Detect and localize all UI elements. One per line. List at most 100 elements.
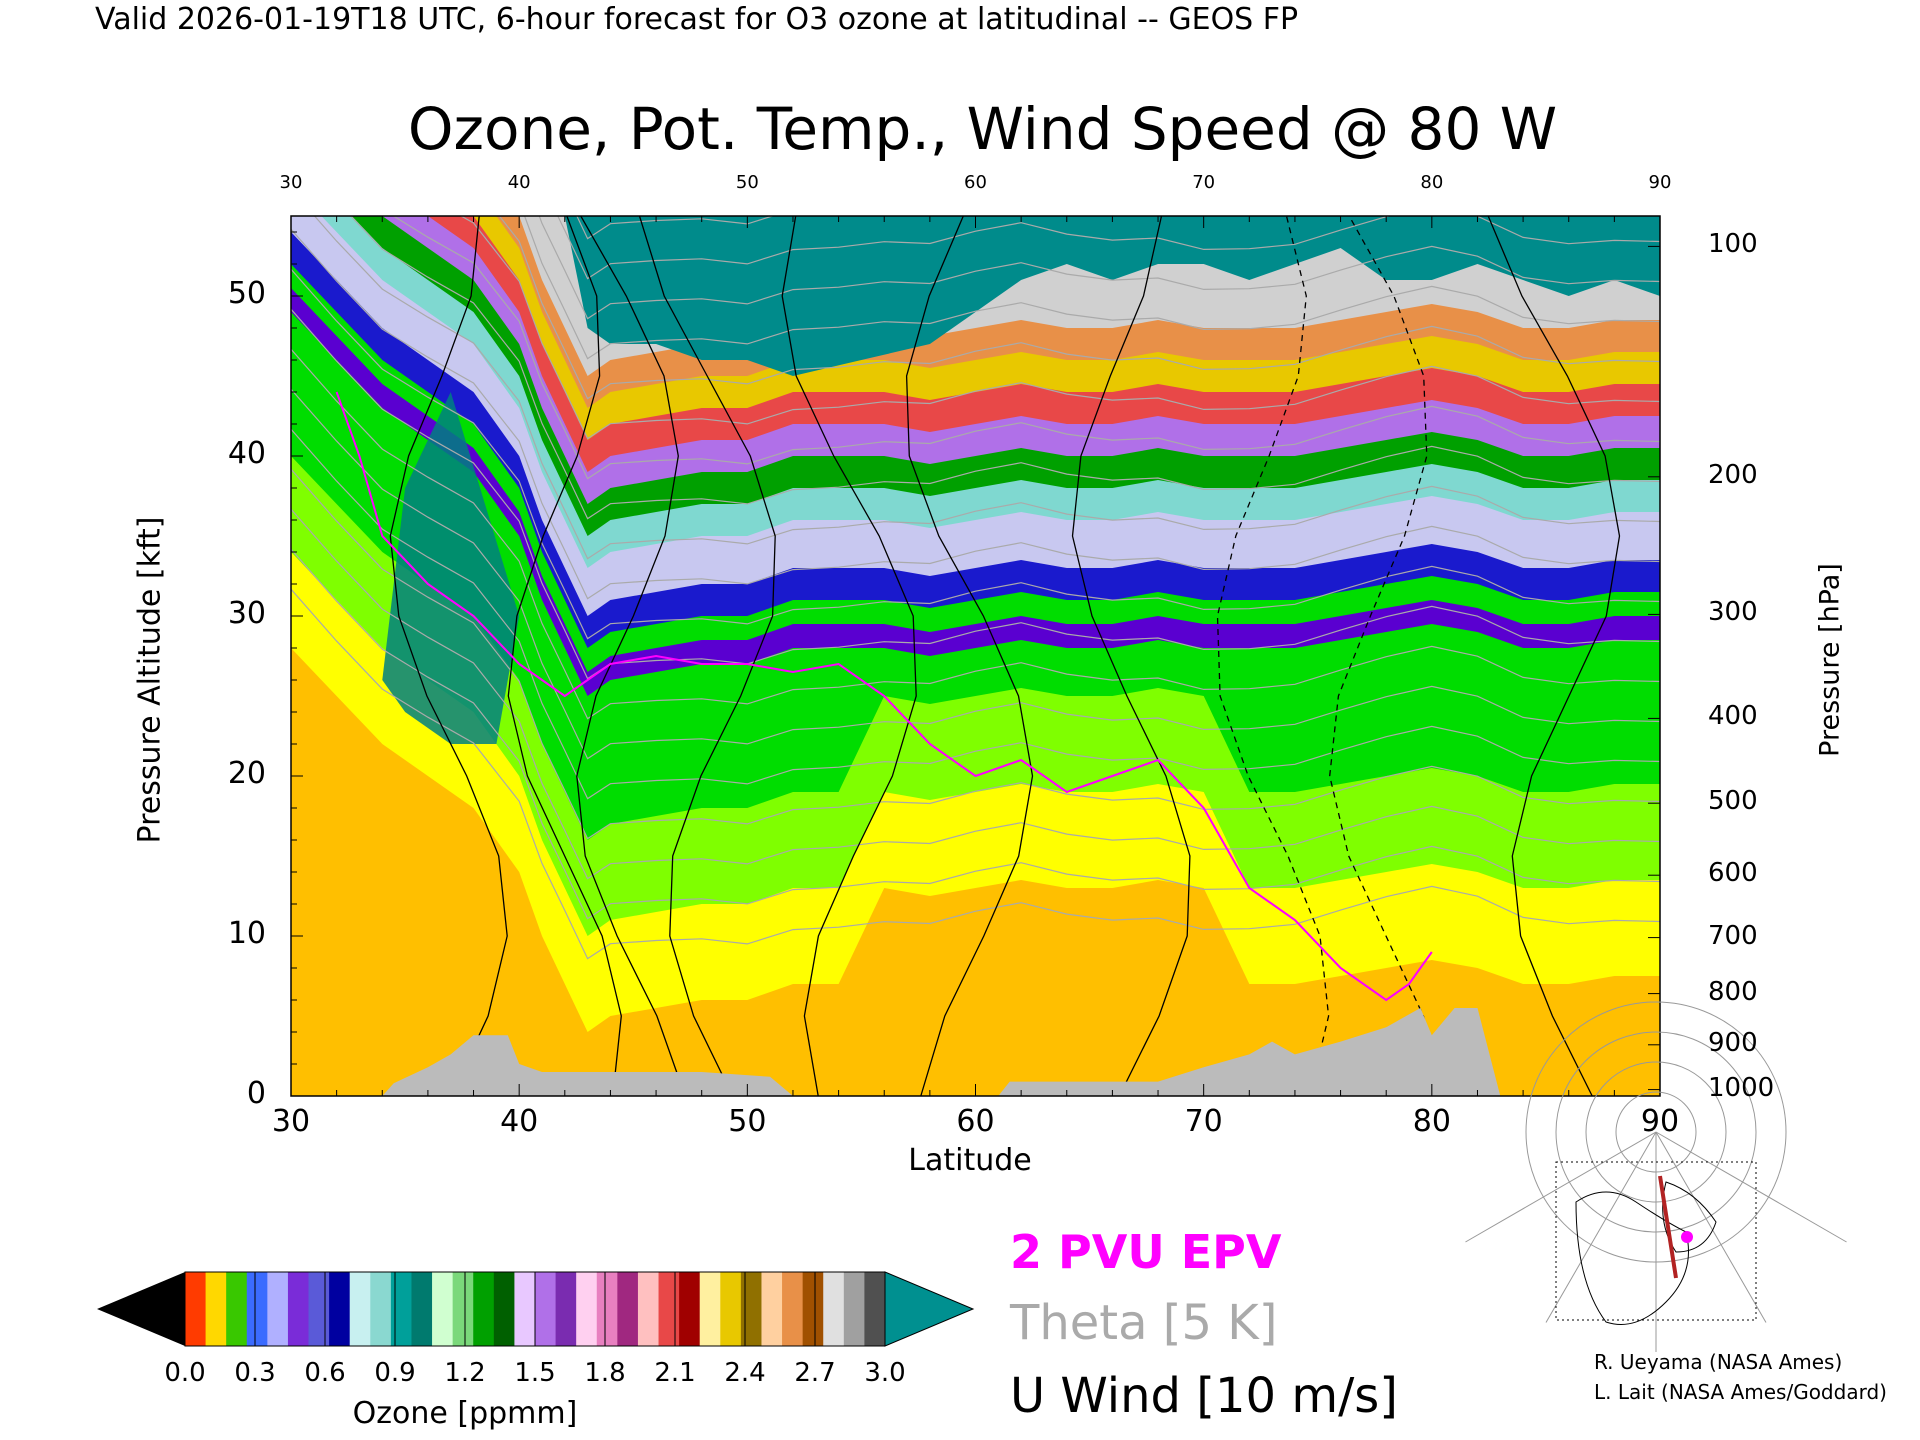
- colorbar-tick-label: 0.3: [234, 1358, 276, 1388]
- ozone-field: [291, 216, 1660, 1096]
- u-wind-contour: [1487, 216, 1621, 1096]
- theta-contour: [392, 216, 1660, 480]
- y-tick-label: 20: [227, 756, 266, 791]
- u-wind-contour: [576, 216, 686, 1096]
- forecast-caption: Valid 2026-01-19T18 UTC, 6-hour forecast…: [95, 2, 1299, 37]
- colorbar-segment: [493, 1272, 515, 1346]
- theta-contour: [291, 308, 1660, 680]
- u-wind-contour: [1329, 216, 1444, 1096]
- colorbar-frame: [184, 1271, 886, 1347]
- theta-contour: [459, 216, 1660, 440]
- colorbar-segment: [699, 1272, 721, 1346]
- u-wind-contour: [389, 216, 508, 1096]
- theta-contour: [291, 0, 1660, 199]
- colorbar-segment: [720, 1272, 742, 1346]
- pressure-tick-label: 800: [1708, 976, 1758, 1007]
- colorbar-segment: [782, 1272, 804, 1346]
- y-tick-label: 50: [227, 276, 266, 311]
- theta-contour: [291, 388, 1660, 760]
- ozone-colorbar: [97, 1271, 975, 1347]
- colorbar-tick-label: 0.6: [304, 1358, 346, 1388]
- x-top-tick-label: 70: [1192, 172, 1216, 193]
- theta-contour: [557, 216, 1660, 280]
- colorbar-segment: [246, 1272, 268, 1346]
- colorbar-segment: [205, 1272, 227, 1346]
- coastline: [1662, 1181, 1717, 1253]
- ozone-band-trop: [291, 552, 1660, 1096]
- x-tick-label: 30: [271, 1104, 311, 1139]
- theta-contour: [538, 216, 1660, 320]
- colorbar-min-arrow: [97, 1272, 185, 1346]
- x-top-tick-label: 30: [279, 172, 303, 193]
- theta-contour: [498, 216, 1660, 400]
- colorbar-segment: [535, 1272, 557, 1346]
- pressure-tick-label: 400: [1708, 701, 1758, 732]
- theta-contour: [291, 468, 1660, 840]
- legend-theta: Theta [5 K]: [1010, 1295, 1278, 1351]
- colorbar-segment: [637, 1272, 660, 1346]
- inset-map-frame: [1555, 1161, 1757, 1321]
- colorbar-segment: [473, 1272, 495, 1346]
- x-top-tick-label: 50: [735, 172, 759, 193]
- chart-title: Ozone, Pot. Temp., Wind Speed @ 80 W: [407, 95, 1558, 163]
- colorbar-segment: [287, 1272, 310, 1346]
- colorbar-segment: [514, 1272, 536, 1346]
- colorbar-segment: [596, 1272, 618, 1346]
- x-top-tick-label: 60: [964, 172, 987, 193]
- colorbar-segment: [679, 1272, 701, 1346]
- x-axis-label: Latitude: [908, 1143, 1032, 1178]
- theta-contour: [291, 428, 1660, 800]
- pressure-tick-label: 600: [1708, 858, 1758, 889]
- x-top-tick-label: 80: [1420, 172, 1444, 193]
- colorbar-segment: [308, 1272, 330, 1346]
- colorbar-segment: [843, 1272, 865, 1346]
- colorbar-segment: [802, 1272, 824, 1346]
- ozone-band-upper: [291, 216, 1660, 376]
- y-tick-label: 30: [227, 596, 266, 631]
- colorbar-segment: [452, 1272, 474, 1346]
- x-tick-label: 60: [956, 1104, 995, 1139]
- legend-u-wind: U Wind [10 m/s]: [1010, 1368, 1399, 1424]
- colorbar-segment: [432, 1272, 454, 1346]
- colorbar-segment: [185, 1272, 207, 1346]
- theta-contour: [291, 228, 1660, 600]
- colorbar-tick-label: 2.4: [724, 1358, 766, 1388]
- pressure-tick-label: 500: [1708, 786, 1758, 817]
- meridian-line: [1655, 1131, 1767, 1323]
- x-tick-label: 90: [1640, 1104, 1680, 1139]
- u-wind-contour: [905, 216, 1034, 1096]
- x-top-tick-label: 40: [507, 172, 531, 193]
- colorbar-tick-label: 1.8: [584, 1358, 626, 1388]
- colorbar-tick-label: 1.2: [444, 1358, 486, 1388]
- pressure-tick-label: 100: [1708, 229, 1758, 260]
- colorbar-tick-label: 1.5: [514, 1358, 556, 1388]
- ozone-band-trop: [291, 648, 1660, 1096]
- x-tick-label: 50: [728, 1104, 767, 1139]
- meridian-line: [1465, 1131, 1657, 1243]
- x-tick-label: 70: [1184, 1104, 1223, 1139]
- theta-contour: [523, 216, 1660, 360]
- colorbar-segment: [864, 1272, 886, 1346]
- colorbar-segment: [617, 1272, 639, 1346]
- u-wind-contour: [638, 216, 776, 1096]
- axis-tick-marks: [290, 216, 1661, 1097]
- ozone-band-trop: [382, 392, 520, 744]
- colorbar-tick-label: 3.0: [864, 1358, 906, 1388]
- topography: [291, 1008, 1660, 1096]
- colorbar-segment: [823, 1272, 845, 1346]
- colorbar-label: Ozone [ppmm]: [352, 1396, 578, 1431]
- x-tick-label: 40: [500, 1104, 539, 1139]
- pressure-tick-label: 700: [1708, 920, 1758, 951]
- credit-line-2: L. Lait (NASA Ames/Goddard): [1594, 1380, 1887, 1404]
- inset-map: [1465, 1001, 1847, 1352]
- theta-contour: [313, 216, 1660, 560]
- pressure-tick-label: 200: [1708, 459, 1758, 490]
- colorbar-tick-label: 2.7: [794, 1358, 836, 1388]
- colorbar-segment: [349, 1272, 371, 1346]
- y-tick-label: 0: [246, 1076, 266, 1111]
- theta-contour: [291, 548, 1660, 920]
- contour-overlays: [291, 0, 1660, 1096]
- theta-contour: [349, 216, 1660, 520]
- theta-contour: [576, 216, 775, 240]
- colorbar-segment: [370, 1272, 392, 1346]
